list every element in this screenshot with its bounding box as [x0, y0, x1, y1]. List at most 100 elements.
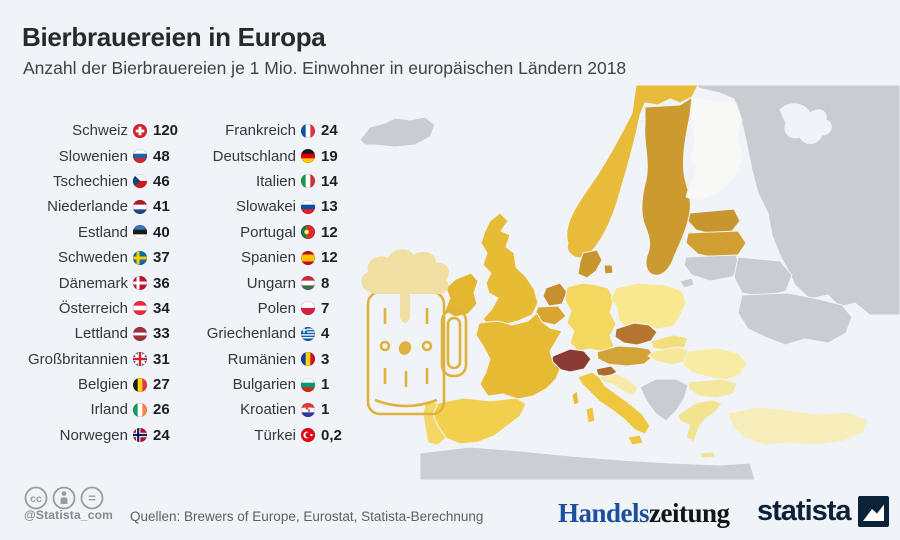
country-name: Norwegen	[59, 426, 128, 444]
statista-logo-mark	[857, 496, 889, 527]
flag-icon-be	[133, 377, 148, 392]
country-row: Bulgarien 1	[184, 372, 356, 397]
country-value: 37	[153, 249, 170, 267]
country-row: Slowenien 48	[16, 143, 184, 168]
handelszeitung-logo-blue: Handels	[558, 498, 650, 528]
country-value: 14	[321, 172, 338, 190]
ranking-column-1: Schweiz 120 Slowenien 48 Tschechien 46 Niederl…	[16, 118, 184, 448]
flag-icon-sk	[301, 199, 316, 214]
flag-icon-ro	[301, 352, 316, 367]
flag-icon-si	[133, 149, 148, 164]
map-white-sea	[779, 103, 832, 144]
country-name: Großbritannien	[27, 350, 128, 368]
flag-icon-de	[301, 149, 316, 164]
country-name: Tschechien	[52, 172, 128, 190]
sources-text: Quellen: Brewers of Europe, Eurostat, St…	[130, 509, 484, 524]
country-row: Ungarn 8	[184, 270, 356, 295]
country-name: Niederlande	[47, 198, 128, 216]
page-title: Bierbrauereien in Europa	[22, 22, 326, 52]
country-value: 19	[321, 147, 338, 165]
map-country-norway	[566, 84, 699, 259]
map-region-western-balkans	[639, 378, 689, 422]
map-country-denmark	[577, 249, 614, 279]
map-country-france	[475, 312, 580, 406]
ranking-column-2: Frankreich 24 Deutschland 19 Italien 14 Slowak…	[184, 118, 356, 448]
country-value: 1	[321, 376, 330, 394]
country-name: Schweiz	[72, 122, 128, 140]
country-row: Dänemark 36	[16, 270, 184, 295]
country-value: 120	[153, 122, 179, 140]
country-name: Slowakei	[235, 198, 296, 216]
flag-icon-ie	[133, 402, 148, 417]
country-value: 12	[321, 249, 338, 267]
country-name: Bulgarien	[232, 376, 296, 394]
country-row: Niederlande 41	[16, 194, 184, 219]
map-country-estonia	[687, 208, 741, 235]
country-name: Belgien	[77, 376, 128, 394]
country-name: Irland	[90, 401, 128, 419]
flag-icon-pl	[301, 301, 316, 316]
country-value: 40	[153, 223, 170, 241]
flag-icon-nl	[133, 199, 148, 214]
map-country-bulgaria	[687, 378, 738, 399]
statista-logo: statista	[757, 495, 889, 528]
flag-icon-dk	[133, 276, 148, 291]
flag-icon-hu	[301, 276, 316, 291]
country-name: Spanien	[240, 249, 296, 267]
country-row: Irland 26	[16, 397, 184, 422]
country-value: 33	[153, 325, 170, 343]
country-value: 24	[321, 122, 338, 140]
flag-icon-no	[133, 428, 148, 443]
country-value: 1	[321, 401, 330, 419]
country-value: 36	[153, 274, 170, 292]
europe-map-svg	[359, 84, 900, 481]
map-country-turkey	[727, 406, 869, 446]
country-row: Frankreich 24	[184, 118, 356, 143]
flag-icon-tr	[301, 428, 316, 443]
country-name: Österreich	[58, 299, 128, 317]
country-value: 48	[153, 147, 170, 165]
cc-attribution-icon	[52, 486, 76, 510]
country-row: Polen 7	[184, 296, 356, 321]
country-value: 46	[153, 172, 170, 190]
map-country-italy	[577, 371, 651, 446]
country-row: Deutschland 19	[184, 143, 356, 168]
map-country-ireland	[444, 272, 479, 318]
country-value: 34	[153, 299, 170, 317]
map-country-austria	[596, 345, 655, 367]
flag-icon-bg	[301, 377, 316, 392]
europe-choropleth-map	[340, 84, 900, 481]
map-region-kaliningrad	[679, 277, 695, 289]
country-value: 7	[321, 299, 330, 317]
country-name: Schweden	[57, 249, 128, 267]
country-row: Rumänien 3	[184, 347, 356, 372]
map-country-greece	[677, 399, 723, 459]
country-row: Slowakei 13	[184, 194, 356, 219]
country-row: Schweiz 120	[16, 118, 184, 143]
map-country-latvia	[685, 230, 747, 259]
country-row: Schweden 37	[16, 245, 184, 270]
country-value: 0,2	[321, 426, 342, 444]
country-name: Dänemark	[58, 274, 128, 292]
country-row: Norwegen 24	[16, 423, 184, 448]
flag-icon-lv	[133, 326, 148, 341]
map-country-netherlands	[542, 282, 568, 307]
flag-icon-cz	[133, 174, 148, 189]
country-row: Tschechien 46	[16, 169, 184, 194]
beer-mug-illustration	[361, 249, 468, 416]
flag-icon-pt	[301, 225, 316, 240]
map-country-poland	[610, 282, 687, 330]
country-name: Ungarn	[246, 274, 296, 292]
flag-icon-hr	[301, 402, 316, 417]
cc-license-badges: cc =	[24, 486, 104, 510]
flag-icon-at	[133, 301, 148, 316]
map-country-romania	[682, 347, 748, 381]
country-name: Frankreich	[225, 122, 296, 140]
country-value: 31	[153, 350, 170, 368]
country-row: Portugal 12	[184, 220, 356, 245]
country-name: Estland	[77, 223, 128, 241]
cc-nd-icon	[80, 486, 104, 510]
country-name: Lettland	[74, 325, 128, 343]
country-name: Türkei	[254, 426, 296, 444]
